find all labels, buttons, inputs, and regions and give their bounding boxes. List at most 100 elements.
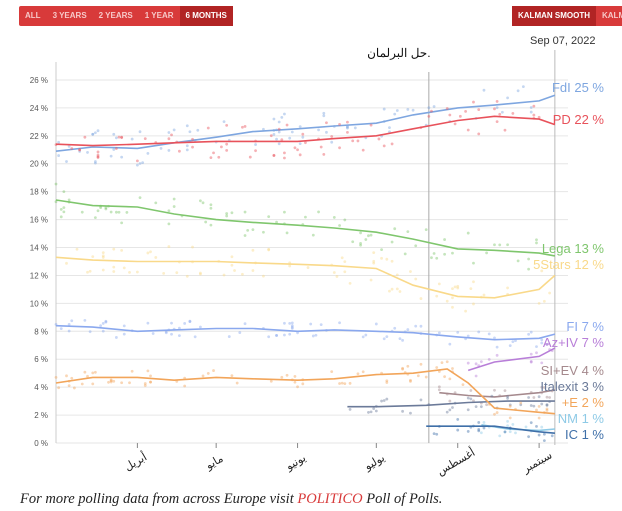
range-button-2-years[interactable]: 2 YEARS — [98, 11, 133, 20]
poll-dot — [406, 230, 410, 234]
poll-dot — [272, 153, 276, 157]
poll-dot — [406, 328, 410, 331]
series-line-e — [55, 368, 555, 415]
poll-dot — [191, 245, 194, 249]
poll-dot — [290, 324, 294, 328]
poll-dot — [101, 254, 105, 258]
poll-dot — [101, 329, 105, 333]
poll-dot — [306, 266, 310, 269]
poll-dot — [304, 141, 307, 145]
poll-dot — [322, 114, 326, 118]
poll-dot — [196, 128, 200, 132]
poll-dot — [104, 207, 108, 211]
poll-dot — [298, 125, 302, 128]
poll-dot — [146, 369, 150, 373]
poll-dot — [330, 135, 334, 138]
event-label: حل البرلمان. — [367, 46, 430, 60]
poll-dot — [67, 322, 71, 326]
poll-dot — [185, 148, 189, 152]
poll-dot — [309, 322, 313, 326]
poll-dot — [188, 319, 192, 323]
range-button-6-months[interactable]: 6 MONTHS — [179, 6, 233, 26]
poll-dot — [361, 370, 365, 374]
smoothing-selector: KALMAN SMOOTH KALMAN — [512, 6, 622, 26]
poll-dot — [466, 231, 470, 235]
poll-dot — [369, 233, 373, 237]
poll-dot — [319, 323, 323, 327]
poll-dot — [172, 197, 176, 201]
series-label-lega: Lega 13 % — [542, 241, 605, 256]
poll-dot — [243, 210, 247, 214]
footer-brand-link[interactable]: POLITICO — [297, 491, 363, 507]
poll-dot — [167, 149, 171, 152]
poll-dot — [382, 144, 386, 148]
poll-dot — [138, 162, 142, 165]
poll-dot — [542, 432, 546, 436]
mode-button-kalman-smooth[interactable]: KALMAN SMOOTH — [512, 6, 596, 26]
mode-button-kalman[interactable]: KALMAN — [602, 11, 622, 20]
poll-dot — [167, 137, 171, 141]
poll-dot — [401, 409, 404, 413]
poll-dot — [149, 250, 152, 254]
poll-dot — [430, 256, 433, 260]
poll-dot — [191, 145, 194, 149]
poll-dot — [220, 145, 223, 149]
poll-dot — [419, 362, 423, 366]
y-tick-label: 10 % — [30, 299, 48, 308]
poll-dot — [96, 209, 100, 213]
poll-dot — [241, 125, 244, 129]
poll-dot — [540, 269, 544, 273]
series-label-italexit: Italexit 3 % — [540, 379, 604, 394]
poll-dot — [409, 379, 412, 383]
poll-dot — [456, 418, 460, 421]
poll-dot — [93, 216, 97, 220]
poll-dot — [361, 335, 365, 339]
poll-dot — [380, 399, 383, 403]
range-button-all[interactable]: ALL — [25, 11, 41, 20]
poll-dot — [59, 327, 63, 330]
poll-dot — [178, 334, 181, 338]
poll-dot — [101, 322, 105, 325]
poll-dot — [122, 324, 126, 328]
poll-dot — [529, 404, 533, 407]
poll-dot — [191, 137, 194, 141]
poll-dot — [409, 378, 412, 382]
poll-dot — [474, 405, 478, 409]
series-label-e: +E 2 % — [562, 395, 605, 410]
poll-dot — [67, 198, 71, 202]
poll-dot — [251, 228, 255, 232]
poll-dot — [529, 352, 533, 356]
series-line-ic — [426, 425, 555, 434]
footer-prefix: For more polling data from across Europe… — [20, 491, 298, 507]
poll-dot — [393, 227, 397, 231]
poll-dot — [516, 89, 520, 93]
poll-dot — [414, 277, 418, 281]
poll-dot — [477, 421, 481, 424]
poll-dot — [283, 156, 286, 160]
series-label-fdi: FdI 25 % — [552, 80, 604, 95]
poll-dot — [388, 126, 391, 130]
y-tick-label: 26 % — [30, 76, 48, 85]
poll-dot — [212, 369, 215, 372]
poll-dot — [167, 131, 171, 134]
poll-dot — [222, 273, 226, 277]
poll-dot — [529, 110, 533, 114]
range-button-3-years[interactable]: 3 YEARS — [52, 11, 87, 20]
poll-dot — [62, 206, 66, 210]
poll-dot — [479, 405, 483, 409]
poll-dot — [395, 273, 399, 277]
poll-dot — [437, 282, 441, 286]
poll-dot — [54, 182, 58, 186]
poll-dot — [437, 385, 441, 389]
poll-dot — [529, 106, 533, 109]
poll-dot — [222, 120, 226, 123]
poll-dot — [356, 139, 360, 143]
range-button-1-year[interactable]: 1 YEAR — [144, 11, 174, 20]
poll-dot — [451, 305, 454, 309]
series-line-fdi — [55, 94, 556, 152]
poll-dot — [401, 367, 404, 371]
poll-dot — [109, 379, 113, 383]
poll-dot — [275, 220, 278, 224]
poll-dot — [390, 287, 394, 291]
poll-dot — [241, 272, 244, 276]
